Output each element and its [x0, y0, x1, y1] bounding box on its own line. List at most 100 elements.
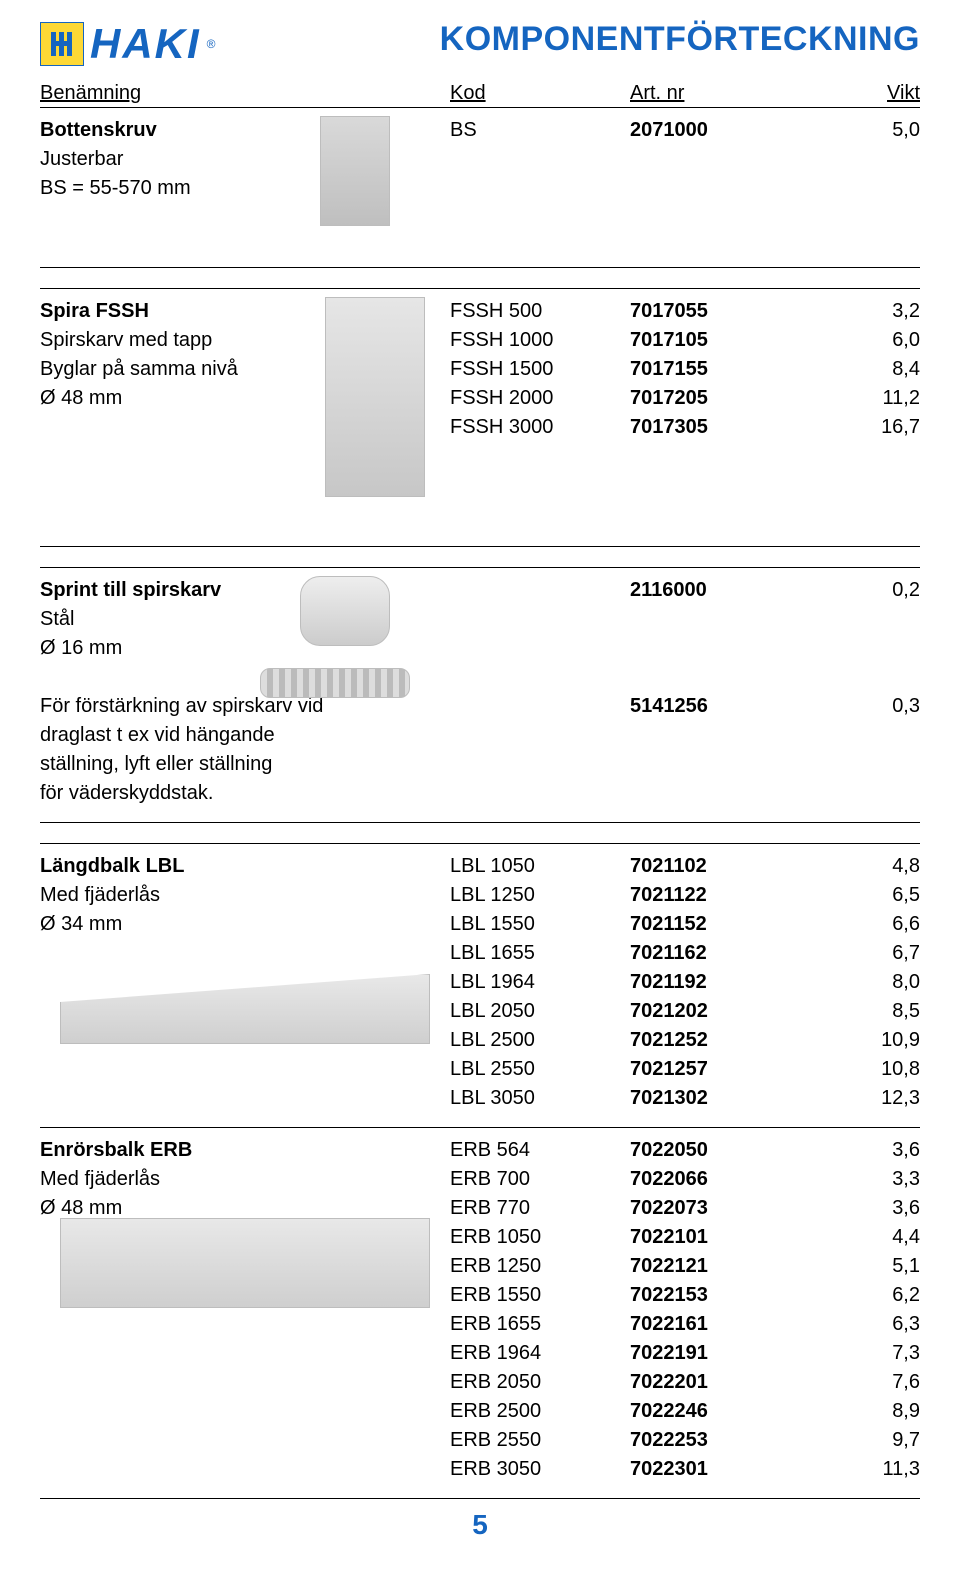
- cell-kod: LBL 1655: [450, 939, 630, 968]
- cell-kod: [450, 634, 630, 663]
- cell-benamning: [40, 1084, 450, 1113]
- cell-art: 7022253: [630, 1426, 820, 1455]
- cell-kod: BS: [450, 116, 630, 145]
- cell-kod: ERB 1050: [450, 1223, 630, 1252]
- cell-kod: [450, 692, 630, 721]
- cell-kod: LBL 1964: [450, 968, 630, 997]
- page-number: 5: [40, 1509, 920, 1541]
- cell-vikt: 8,5: [820, 997, 920, 1026]
- cell-vikt: 3,3: [820, 1165, 920, 1194]
- cell-vikt: [820, 779, 920, 808]
- cell-benamning: [40, 1426, 450, 1455]
- cell-vikt: 3,6: [820, 1194, 920, 1223]
- cell-kod: LBL 1250: [450, 881, 630, 910]
- cell-kod: [450, 779, 630, 808]
- cell-art: 7022073: [630, 1194, 820, 1223]
- cell-art: 7021257: [630, 1055, 820, 1084]
- cell-benamning: [40, 1397, 450, 1426]
- cell-art: 7022066: [630, 1165, 820, 1194]
- cell-kod: LBL 2550: [450, 1055, 630, 1084]
- cell-kod: ERB 2500: [450, 1397, 630, 1426]
- cell-vikt: [820, 750, 920, 779]
- cell-art: [630, 605, 820, 634]
- sections: BottenskruvBS20710005,0JusterbarBS = 55-…: [40, 108, 920, 1499]
- cell-vikt: 7,6: [820, 1368, 920, 1397]
- cell-kod: LBL 1550: [450, 910, 630, 939]
- table-row: LBL 2550702125710,8: [40, 1055, 920, 1084]
- table-row: Stål: [40, 605, 920, 634]
- table-row: LBL 196470211928,0: [40, 968, 920, 997]
- cell-benamning: Enrörsbalk ERB: [40, 1136, 450, 1165]
- cell-art: 7021192: [630, 968, 820, 997]
- cell-kod: ERB 1964: [450, 1339, 630, 1368]
- cell-vikt: 6,6: [820, 910, 920, 939]
- cell-art: 7017155: [630, 355, 820, 384]
- cell-kod: LBL 3050: [450, 1084, 630, 1113]
- col-header-kod: Kod: [450, 82, 630, 105]
- cell-art: 7022161: [630, 1310, 820, 1339]
- cell-kod: LBL 2500: [450, 1026, 630, 1055]
- cell-vikt: 6,0: [820, 326, 920, 355]
- cell-art: [630, 174, 820, 203]
- product-image-icon: [60, 1218, 430, 1308]
- section-erb: Enrörsbalk ERBERB 56470220503,6Med fjäde…: [40, 1127, 920, 1499]
- cell-art: 7021302: [630, 1084, 820, 1113]
- table-row: för väderskyddstak.: [40, 779, 920, 808]
- cell-art: 2116000: [630, 576, 820, 605]
- cell-kod: [450, 576, 630, 605]
- cell-art: 7022301: [630, 1455, 820, 1484]
- cell-kod: ERB 2550: [450, 1426, 630, 1455]
- cell-art: 7022153: [630, 1281, 820, 1310]
- cell-benamning: [40, 1455, 450, 1484]
- table-row: Justerbar: [40, 145, 920, 174]
- cell-vikt: 16,7: [820, 413, 920, 442]
- cell-art: 7017105: [630, 326, 820, 355]
- cell-vikt: 5,0: [820, 116, 920, 145]
- table-row: ERB 205070222017,6: [40, 1368, 920, 1397]
- cell-benamning: [40, 1055, 450, 1084]
- cell-vikt: 11,2: [820, 384, 920, 413]
- cell-art: 7022201: [630, 1368, 820, 1397]
- cell-vikt: 6,3: [820, 1310, 920, 1339]
- col-header-benamning: Benämning: [40, 82, 450, 105]
- cell-kod: [450, 605, 630, 634]
- table-row: [40, 663, 920, 692]
- cell-kod: ERB 1550: [450, 1281, 630, 1310]
- cell-art: 7022101: [630, 1223, 820, 1252]
- cell-kod: [450, 145, 630, 174]
- cell-vikt: 11,3: [820, 1455, 920, 1484]
- cell-vikt: 6,7: [820, 939, 920, 968]
- cell-art: 2071000: [630, 116, 820, 145]
- cell-kod: FSSH 500: [450, 297, 630, 326]
- cell-benamning: [40, 939, 450, 968]
- table-row: Ø 34 mmLBL 155070211526,6: [40, 910, 920, 939]
- cell-vikt: 6,5: [820, 881, 920, 910]
- cell-kod: FSSH 1500: [450, 355, 630, 384]
- col-header-vikt: Vikt: [820, 82, 920, 105]
- cell-kod: ERB 564: [450, 1136, 630, 1165]
- product-image-icon: [320, 116, 390, 226]
- table-row: ERB 3050702230111,3: [40, 1455, 920, 1484]
- table-row: Ø 16 mm: [40, 634, 920, 663]
- cell-benamning: ställning, lyft eller ställning: [40, 750, 450, 779]
- cell-art: [630, 634, 820, 663]
- table-row: ERB 196470221917,3: [40, 1339, 920, 1368]
- cell-art: [630, 663, 820, 692]
- cell-benamning: [40, 1310, 450, 1339]
- cell-vikt: 8,4: [820, 355, 920, 384]
- table-row: Enrörsbalk ERBERB 56470220503,6: [40, 1136, 920, 1165]
- cell-vikt: 4,4: [820, 1223, 920, 1252]
- product-image-icon: [325, 297, 425, 497]
- cell-vikt: 10,9: [820, 1026, 920, 1055]
- cell-benamning: draglast t ex vid hängande: [40, 721, 450, 750]
- cell-benamning: för väderskyddstak.: [40, 779, 450, 808]
- table-row: För förstärkning av spirskarv vid5141256…: [40, 692, 920, 721]
- cell-vikt: 0,3: [820, 692, 920, 721]
- col-header-art: Art. nr: [630, 82, 820, 105]
- table-row: ERB 255070222539,7: [40, 1426, 920, 1455]
- cell-art: 7017205: [630, 384, 820, 413]
- cell-art: 7021152: [630, 910, 820, 939]
- cell-vikt: 9,7: [820, 1426, 920, 1455]
- page-title: KOMPONENTFÖRTECKNING: [440, 20, 920, 59]
- cell-art: 5141256: [630, 692, 820, 721]
